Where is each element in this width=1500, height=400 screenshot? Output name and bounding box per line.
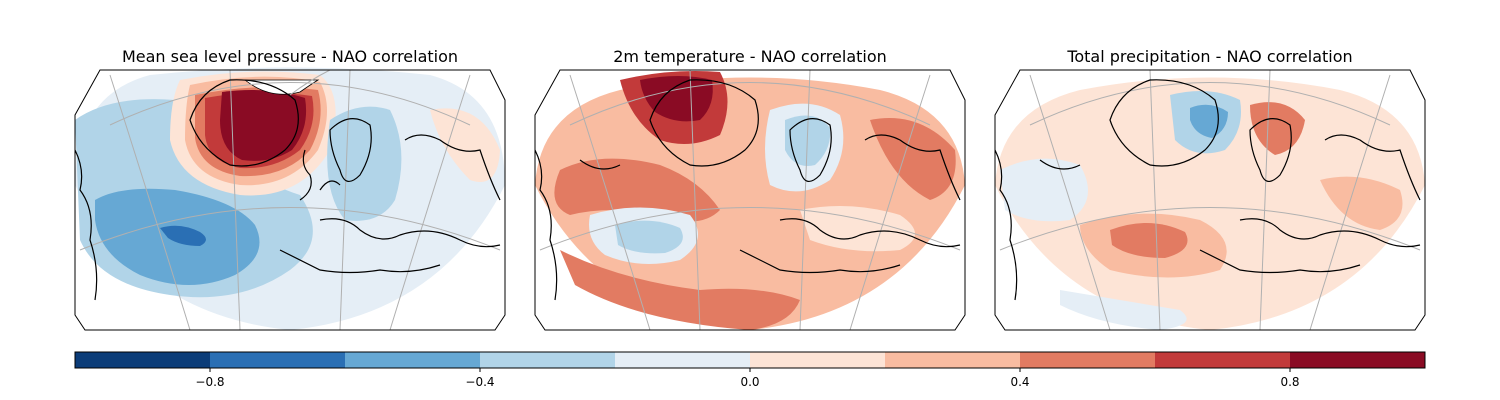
panel-title-tp: Total precipitation - NAO correlation bbox=[1066, 47, 1352, 66]
field-t2m-atlantic-neg2 bbox=[615, 220, 683, 254]
map-panel-tp: Total precipitation - NAO correlation bbox=[994, 47, 1426, 331]
colorbar-segment bbox=[480, 352, 615, 368]
contour-field-tp bbox=[995, 77, 1425, 330]
colorbar-segment bbox=[1290, 352, 1425, 368]
map-frame-mslp bbox=[74, 69, 506, 331]
colorbar-segment bbox=[75, 352, 210, 368]
field-t2m-base bbox=[535, 77, 965, 330]
colorbar: −0.8 −0.4 0.0 0.4 0.8 bbox=[74, 351, 1426, 389]
coastlines-mslp bbox=[74, 79, 501, 301]
colorbar-tick-label: 0.4 bbox=[1010, 375, 1029, 389]
field-tp-neg-west bbox=[1000, 158, 1088, 222]
field-t2m-labrador bbox=[554, 158, 720, 222]
map-frame-t2m bbox=[534, 69, 966, 331]
field-mslp-pos-core bbox=[220, 90, 307, 161]
field-t2m-medit bbox=[800, 206, 915, 252]
contour-field-mslp bbox=[75, 67, 505, 330]
colorbar-tick-label: 0.8 bbox=[1280, 375, 1299, 389]
colorbar-segment bbox=[615, 352, 750, 368]
field-tp-south-neg bbox=[1060, 290, 1187, 330]
field-mslp-scand-pos bbox=[430, 108, 500, 182]
colorbar-segment bbox=[210, 352, 345, 368]
colorbar-segment bbox=[345, 352, 480, 368]
colorbar-tick-label: −0.4 bbox=[465, 375, 494, 389]
panel-title-t2m: 2m temperature - NAO correlation bbox=[613, 47, 887, 66]
field-t2m-east bbox=[870, 118, 956, 200]
colorbar-segment bbox=[750, 352, 885, 368]
map-panel-t2m: 2m temperature - NAO correlation bbox=[534, 47, 966, 331]
colorbar-segment bbox=[885, 352, 1020, 368]
colorbar-segment bbox=[1155, 352, 1290, 368]
colorbar-segments bbox=[75, 352, 1425, 368]
field-t2m-south bbox=[560, 250, 800, 330]
colorbar-tick-label: 0.0 bbox=[740, 375, 759, 389]
coastlines-tp bbox=[994, 79, 1421, 301]
colorbar-segment bbox=[1020, 352, 1155, 368]
field-tp-atlantic-core bbox=[1110, 222, 1188, 258]
gridlines-mslp bbox=[79, 69, 501, 331]
field-t2m-greenland-core bbox=[640, 76, 713, 122]
gridlines-tp bbox=[999, 69, 1421, 331]
field-mslp-neg-core bbox=[160, 225, 206, 246]
field-tp-east-pos bbox=[1320, 176, 1403, 230]
contour-field-t2m bbox=[535, 71, 965, 330]
colorbar-ticks: −0.8 −0.4 0.0 0.4 0.8 bbox=[195, 368, 1300, 389]
panel-title-mslp: Mean sea level pressure - NAO correlatio… bbox=[122, 47, 458, 66]
coastlines-t2m bbox=[534, 79, 961, 301]
field-tp-base bbox=[995, 77, 1425, 330]
colorbar-tick-label: −0.8 bbox=[195, 375, 224, 389]
map-frame-tp bbox=[994, 69, 1426, 331]
gridlines-t2m bbox=[539, 69, 961, 331]
map-panel-mslp: Mean sea level pressure - NAO correlatio… bbox=[74, 47, 506, 331]
